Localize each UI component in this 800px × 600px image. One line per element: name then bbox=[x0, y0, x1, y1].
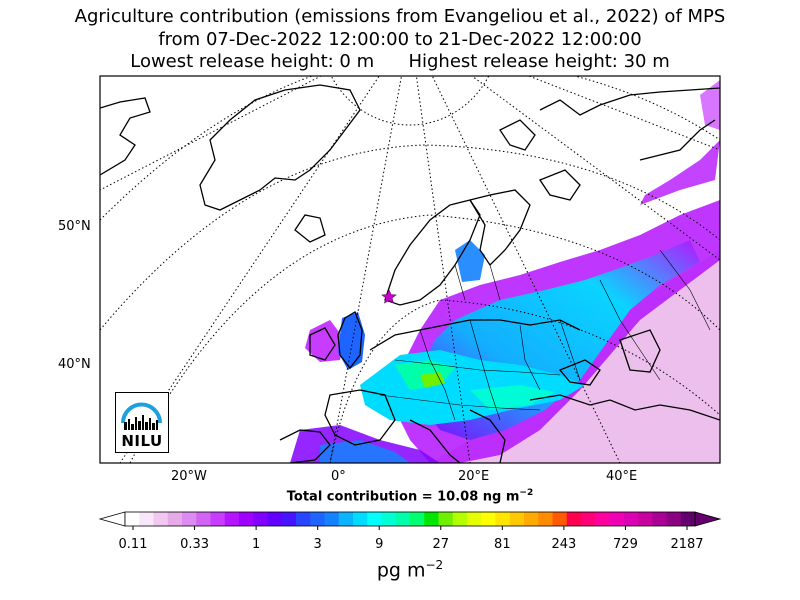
colorbar-swatch bbox=[239, 512, 254, 526]
release-marker-star-icon bbox=[381, 289, 397, 304]
colorbar-tick-label: 0.11 bbox=[118, 537, 148, 552]
colorbar-tick-label: 2187 bbox=[670, 537, 704, 552]
coastlines bbox=[100, 84, 720, 463]
colorbar-swatch bbox=[623, 512, 639, 526]
colorbar-frame bbox=[124, 511, 696, 527]
colorbar-swatch bbox=[153, 512, 169, 526]
total-contribution-exponent: −2 bbox=[519, 488, 534, 498]
lat-label-50n: 50°N bbox=[58, 219, 91, 234]
colorbar-swatch bbox=[424, 512, 440, 526]
lon-label-20e: 20°E bbox=[458, 469, 490, 484]
colorbar-unit-exponent: −2 bbox=[425, 558, 444, 572]
country-borders bbox=[379, 249, 711, 421]
colorbar-swatch bbox=[125, 512, 140, 526]
colorbar-tick-label: 1 bbox=[251, 537, 261, 552]
colorbar-swatch bbox=[410, 512, 425, 526]
lon-label-40e: 40°E bbox=[606, 469, 638, 484]
colorbar-tick-label: 81 bbox=[494, 537, 511, 552]
colorbar-swatch bbox=[182, 512, 197, 526]
colorbar-swatch bbox=[666, 512, 682, 526]
nilu-logo: NILU bbox=[115, 392, 169, 453]
map-frame bbox=[99, 75, 721, 464]
plot-title-line-1: Agriculture contribution (emissions from… bbox=[74, 6, 726, 27]
colorbar-swatch bbox=[552, 512, 568, 526]
colorbar-over-arrow bbox=[694, 511, 722, 527]
lon-label-0: 0° bbox=[331, 469, 346, 484]
colorbar-swatch bbox=[680, 512, 696, 526]
colorbar-swatch bbox=[438, 512, 454, 526]
colorbar-tick-label: 729 bbox=[613, 537, 638, 552]
nilu-logo-icon bbox=[121, 402, 162, 430]
colorbar-swatch bbox=[595, 512, 611, 526]
nilu-logo-text: NILU bbox=[121, 432, 163, 450]
colorbar-tick-label: 9 bbox=[375, 537, 384, 552]
plot-title-line-2: from 07-Dec-2022 12:00:00 to 21-Dec-2022… bbox=[158, 29, 642, 50]
colorbar-tick-label: 243 bbox=[551, 537, 577, 552]
lat-label-40n: 40°N bbox=[58, 357, 91, 372]
colorbar-tick-label: 3 bbox=[313, 537, 322, 552]
colorbar-swatch bbox=[452, 512, 468, 526]
colorbar-unit-label: pg m−2 bbox=[0, 558, 800, 581]
colorbar-swatch bbox=[338, 512, 354, 526]
colorbar-unit-text: pg m bbox=[376, 559, 426, 582]
graticule bbox=[100, 76, 720, 463]
colorbar-swatch bbox=[581, 512, 596, 526]
colorbar-swatch bbox=[509, 512, 525, 526]
colorbar-swatch bbox=[381, 512, 397, 526]
colorbar-swatch bbox=[495, 512, 511, 526]
lon-label-20w: 20°W bbox=[171, 469, 207, 484]
colorbar-tick-label: 27 bbox=[432, 537, 450, 552]
colorbar-swatch bbox=[310, 512, 326, 526]
colorbar-swatch bbox=[566, 512, 582, 526]
total-contribution-label: Total contribution = 10.08 ng m−2 bbox=[0, 488, 800, 504]
colorbar-swatch bbox=[538, 512, 554, 526]
colorbar-swatch bbox=[367, 512, 383, 526]
colorbar-swatch bbox=[395, 512, 411, 526]
colorbar-swatch bbox=[253, 512, 269, 526]
total-contribution-text: Total contribution = 10.08 ng m bbox=[286, 489, 520, 505]
colorbar-swatch bbox=[196, 512, 212, 526]
colorbar-swatch bbox=[467, 512, 482, 526]
colorbar-swatch bbox=[652, 512, 668, 526]
colorbar-swatch bbox=[281, 512, 297, 526]
colorbar-swatch bbox=[167, 512, 183, 526]
colorbar-swatch bbox=[481, 512, 497, 526]
colorbar bbox=[98, 511, 722, 530]
colorbar-swatch bbox=[210, 512, 226, 526]
colorbar-swatch bbox=[524, 512, 539, 526]
colorbar-tick-label: 0.33 bbox=[180, 537, 210, 552]
colorbar-swatch bbox=[638, 512, 653, 526]
colorbar-swatch bbox=[609, 512, 625, 526]
colorbar-swatch bbox=[353, 512, 368, 526]
colorbar-swatch bbox=[139, 512, 155, 526]
colorbar-swatch bbox=[224, 512, 240, 526]
colorbar-swatch bbox=[267, 512, 283, 526]
plot-title-line-3: Lowest release height: 0 m Highest relea… bbox=[130, 51, 670, 72]
colorbar-swatch bbox=[296, 512, 311, 526]
colorbar-swatch bbox=[324, 512, 340, 526]
colorbar-under-arrow bbox=[98, 511, 126, 527]
